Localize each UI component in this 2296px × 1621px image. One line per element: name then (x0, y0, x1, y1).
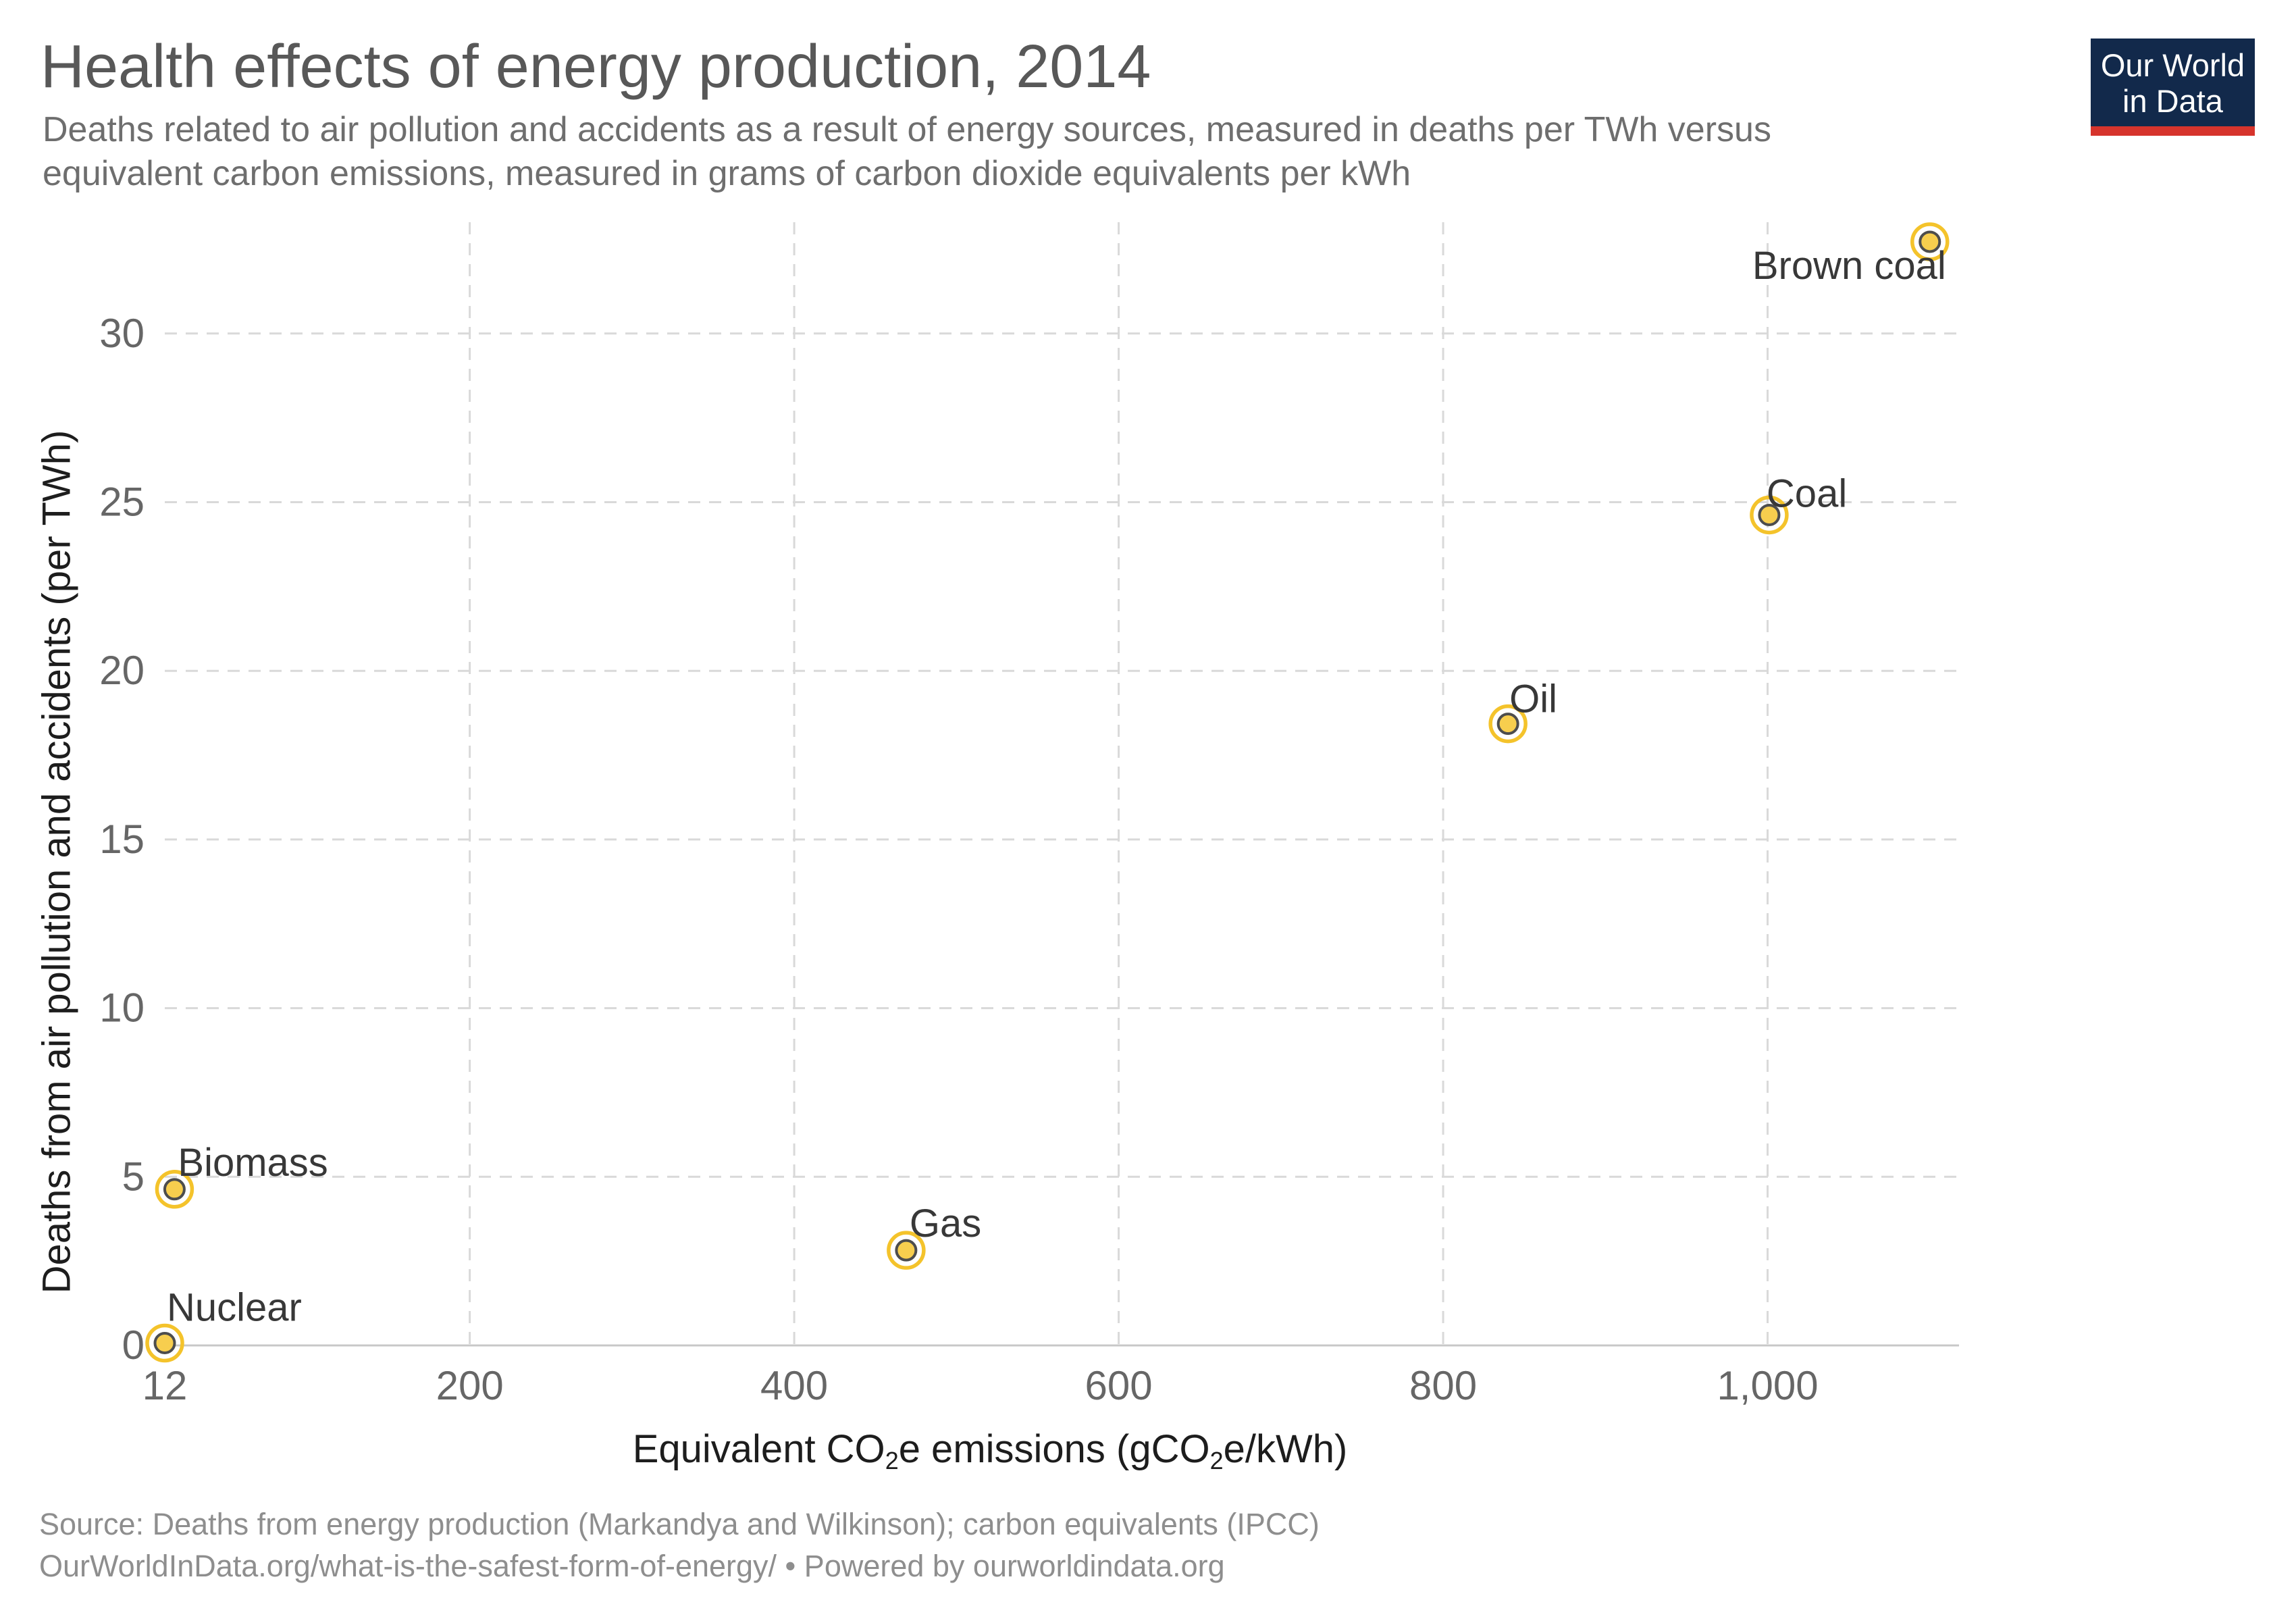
data-point-biomass[interactable] (155, 1170, 194, 1209)
data-point-ring (1910, 222, 1950, 261)
point-label: Gas (910, 1202, 981, 1245)
x-axis-label-part3: e/kWh) (1223, 1427, 1348, 1471)
data-point-ring (145, 1323, 184, 1363)
chart-subtitle-line1: Deaths related to air pollution and acci… (43, 110, 1771, 149)
data-point-dot (163, 1178, 186, 1201)
data-point-dot (153, 1332, 176, 1355)
data-point-oil[interactable] (1488, 704, 1528, 744)
chart-subtitle: Deaths related to air pollution and acci… (43, 108, 2001, 196)
x-axis-label-part2: e emissions (gCO (898, 1427, 1210, 1471)
source-line1: Source: Deaths from energy production (M… (39, 1507, 1320, 1541)
data-point-ring (155, 1170, 194, 1209)
x-tick-label: 600 (1085, 1363, 1153, 1408)
y-tick-label: 25 (99, 480, 145, 525)
data-point-nuclear[interactable] (145, 1323, 184, 1363)
y-tick-label: 20 (99, 648, 145, 693)
y-tick-label: 15 (99, 817, 145, 862)
y-tick-label: 0 (122, 1322, 145, 1368)
point-label: Biomass (178, 1141, 328, 1185)
x-axis-label-sub2: 2 (1209, 1447, 1224, 1475)
data-point-brown-coal[interactable] (1910, 222, 1950, 261)
point-label: Brown coal (1752, 244, 1946, 288)
y-tick-label: 30 (99, 311, 145, 356)
data-point-ring (1488, 704, 1528, 744)
data-point-ring (887, 1231, 926, 1270)
y-tick-label: 10 (99, 985, 145, 1031)
x-tick-label: 800 (1409, 1363, 1477, 1408)
owid-logo[interactable]: Our World in Data (2091, 38, 2255, 136)
x-tick-label: 400 (760, 1363, 828, 1408)
data-point-gas[interactable] (887, 1231, 926, 1270)
point-label: Nuclear (167, 1286, 302, 1330)
x-axis-label-sub1: 2 (885, 1447, 899, 1475)
page-title: Health effects of energy production, 201… (41, 33, 1151, 101)
chart-subtitle-line2: equivalent carbon emissions, measured in… (43, 154, 1411, 193)
source-note: Source: Deaths from energy production (M… (39, 1503, 1320, 1587)
x-axis-label-part1: Equivalent CO (632, 1427, 885, 1471)
data-point-coal[interactable] (1750, 495, 1789, 535)
x-axis-label: Equivalent CO2e emissions (gCO2e/kWh) (633, 1426, 1348, 1475)
source-line2: OurWorldInData.org/what-is-the-safest-fo… (39, 1549, 1225, 1583)
data-point-dot (1919, 230, 1941, 253)
data-point-ring (1750, 495, 1789, 535)
y-axis-label: Deaths from air pollution and accidents … (34, 430, 79, 1294)
owid-logo-line1: Our World (2100, 47, 2245, 83)
point-label: Oil (1509, 677, 1557, 721)
x-tick-label: 12 (142, 1363, 188, 1408)
data-point-dot (1758, 503, 1781, 526)
owid-logo-line2: in Data (2122, 83, 2223, 119)
owid-logo-red-bar (2091, 126, 2255, 136)
data-point-dot (1496, 713, 1519, 736)
point-label: Coal (1767, 471, 1847, 515)
x-tick-label: 200 (436, 1363, 504, 1408)
x-tick-label: 1,000 (1717, 1363, 1818, 1408)
owid-logo-box: Our World in Data (2091, 38, 2255, 126)
y-tick-label: 5 (122, 1154, 145, 1199)
data-point-dot (895, 1239, 918, 1262)
